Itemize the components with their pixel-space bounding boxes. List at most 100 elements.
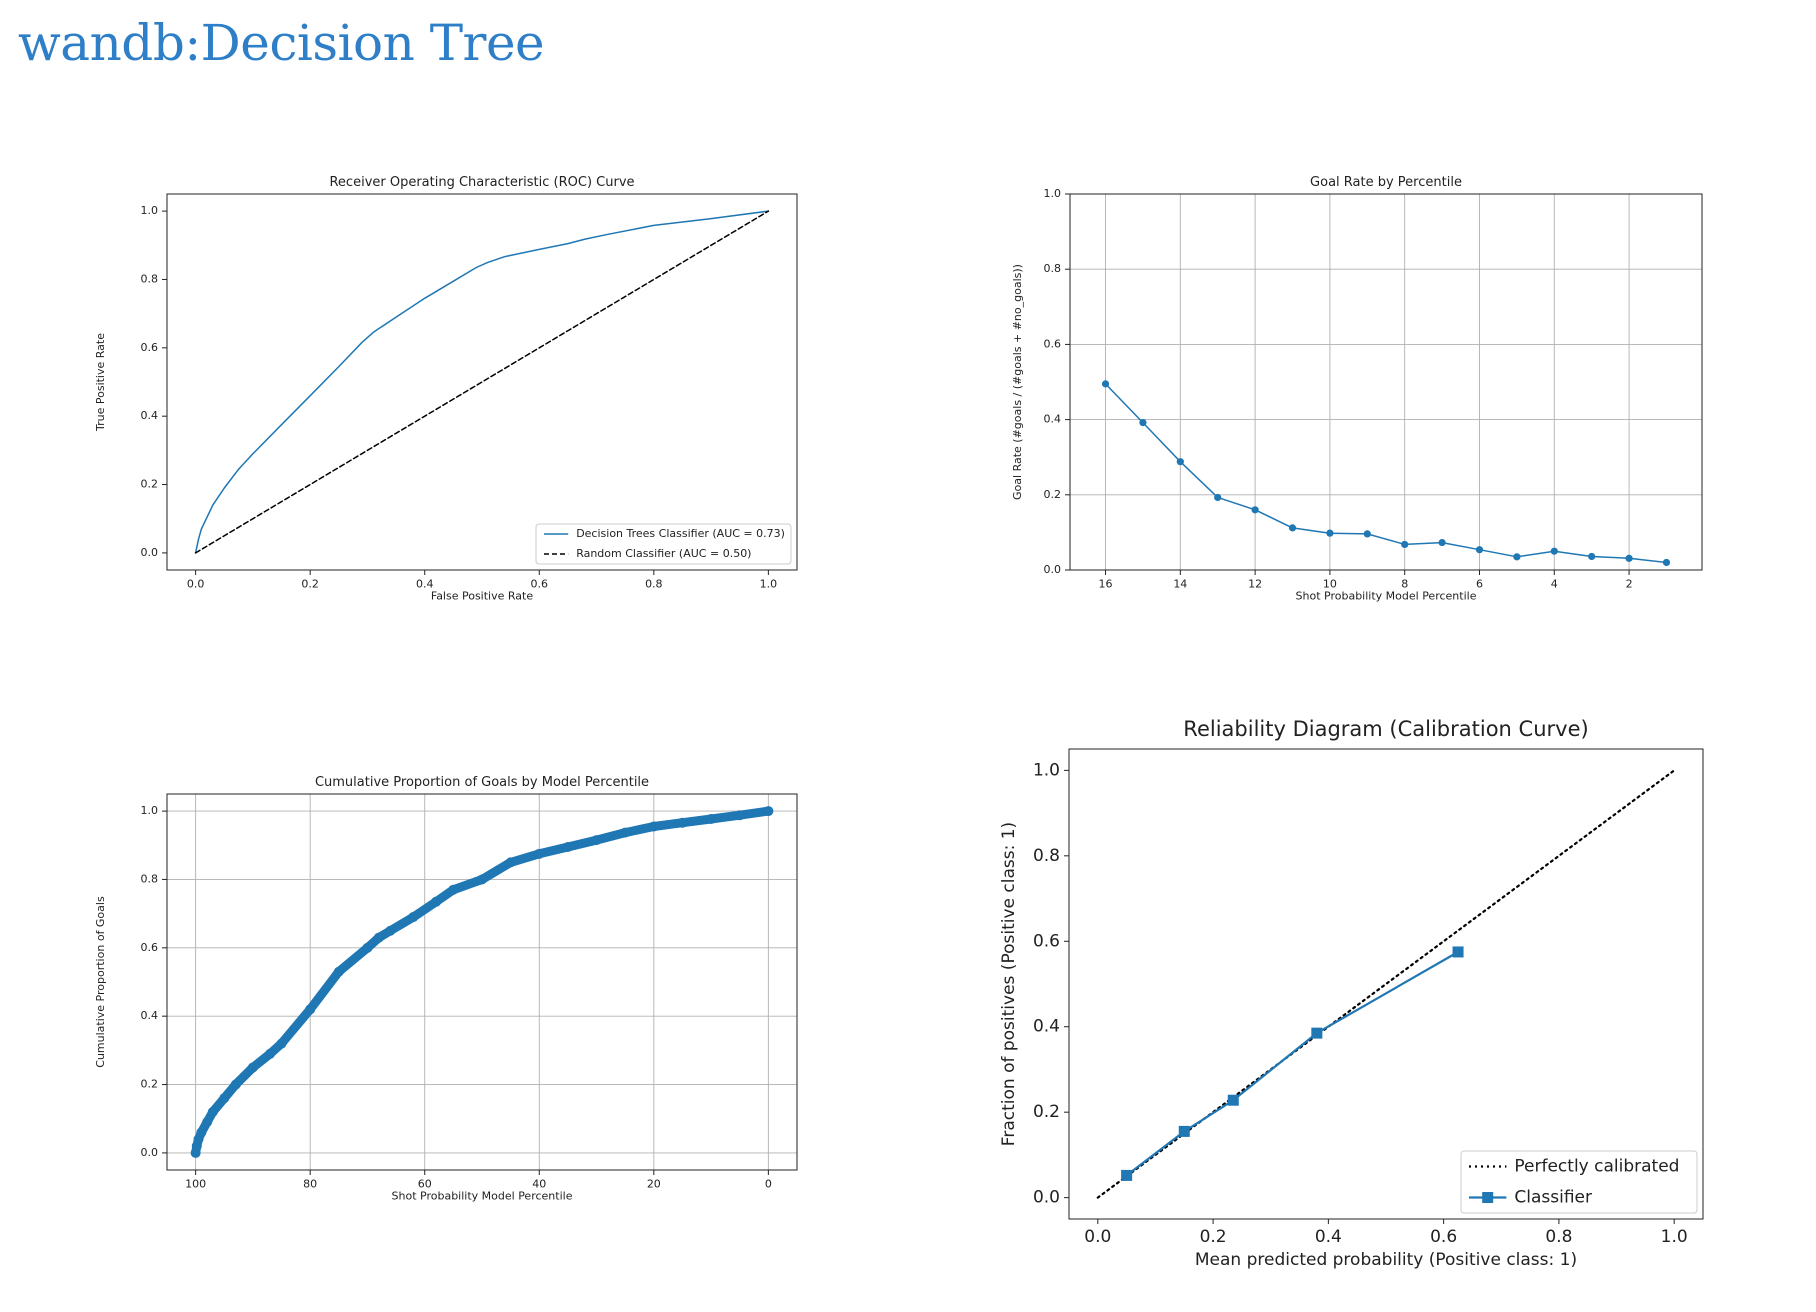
y-tick-label: 0.8 xyxy=(1044,262,1062,275)
y-tick-label: 0.2 xyxy=(141,478,159,491)
data-point xyxy=(1139,419,1147,427)
x-axis-label: Shot Probability Model Percentile xyxy=(392,1189,573,1202)
x-axis-label: Shot Probability Model Percentile xyxy=(1296,589,1477,602)
y-tick-label: 0.2 xyxy=(1033,1102,1060,1122)
data-point xyxy=(448,884,459,895)
data-point xyxy=(562,841,573,852)
data-point xyxy=(202,1117,213,1128)
data-point xyxy=(247,1062,258,1073)
axes-frame xyxy=(1069,193,1703,571)
legend-label: Classifier xyxy=(1514,1188,1592,1208)
x-tick-label: 6 xyxy=(1476,578,1483,591)
y-tick-label: 0.6 xyxy=(141,941,159,954)
chart-calibration: 0.0 0.2 0.4 0.6 0.8 1.0 0.0 0.2 0.4 0.6 0.8 1.0 Reli… xyxy=(999,717,1704,1270)
data-point xyxy=(333,966,344,977)
data-point xyxy=(373,932,384,943)
chart-title: Goal Rate by Percentile xyxy=(1310,175,1462,190)
y-tick-label: 0.6 xyxy=(141,341,159,354)
y-tick-label: 0.0 xyxy=(1033,1188,1060,1208)
x-tick-label: 0.0 xyxy=(187,578,205,591)
x-tick-label: 0.4 xyxy=(1315,1227,1342,1247)
series-line xyxy=(1125,950,1460,1177)
x-tick-label: 0.0 xyxy=(1084,1227,1111,1247)
x-tick-label: 0.6 xyxy=(1430,1227,1457,1247)
x-tick-label: 0.4 xyxy=(416,578,434,591)
y-axis-label: True Positive Rate xyxy=(94,333,107,432)
data-point xyxy=(1625,554,1633,562)
data-point xyxy=(1326,529,1334,537)
data-point xyxy=(648,821,659,832)
y-axis-label: Cumulative Proportion of Goals xyxy=(94,896,107,1068)
y-tick-label: 1.0 xyxy=(1044,187,1062,200)
chart-title: Receiver Operating Characteristic (ROC) … xyxy=(329,175,634,190)
axes-frame xyxy=(166,193,798,571)
axes-frame xyxy=(166,793,798,1171)
series-line xyxy=(194,210,770,554)
y-tick-label: 1.0 xyxy=(141,804,159,817)
y-tick-label: 0.0 xyxy=(1044,563,1062,576)
y-tick-label: 0.4 xyxy=(141,1009,159,1022)
axes-frame xyxy=(1068,748,1704,1220)
data-point xyxy=(477,874,487,885)
data-point xyxy=(534,848,545,859)
y-tick-label: 0.6 xyxy=(1044,337,1062,350)
series-line xyxy=(191,806,773,1158)
data-point xyxy=(1550,547,1558,555)
data-point xyxy=(408,912,419,923)
data-point xyxy=(505,857,516,868)
legend: Decision Trees Classifier (AUC = 0.73) Ra… xyxy=(535,523,792,565)
legend-frame xyxy=(535,523,792,565)
y-tick-label: 0.2 xyxy=(141,1078,159,1091)
x-tick-label: 0.6 xyxy=(531,578,549,591)
x-tick-label: 0.8 xyxy=(1545,1227,1572,1247)
y-tick-label: 0.6 xyxy=(1033,931,1060,951)
y-tick-label: 0.4 xyxy=(141,409,159,422)
x-tick-label: 16 xyxy=(1099,578,1113,591)
data-point xyxy=(620,827,631,838)
data-point xyxy=(196,1127,207,1138)
data-point xyxy=(1588,552,1596,561)
x-tick-label: 14 xyxy=(1173,578,1187,591)
legend-label: Random Classifier (AUC = 0.50) xyxy=(576,547,751,560)
y-tick-label: 1.0 xyxy=(141,204,159,217)
data-point xyxy=(230,1079,241,1090)
data-point xyxy=(362,942,373,953)
y-tick-label: 0.4 xyxy=(1033,1017,1060,1037)
page-title: wandb:Decision Tree xyxy=(18,14,545,72)
data-point xyxy=(591,835,602,846)
y-tick-label: 0.0 xyxy=(141,546,159,559)
data-point xyxy=(1513,553,1521,561)
data-point xyxy=(1288,524,1297,532)
data-point xyxy=(1214,493,1222,502)
data-point xyxy=(1475,546,1484,554)
data-point xyxy=(385,925,396,936)
y-axis-label: Fraction of positives (Positive class: 1… xyxy=(999,822,1019,1146)
chart-title: Cumulative Proportion of Goals by Model … xyxy=(315,775,649,790)
x-tick-label: 2 xyxy=(1626,578,1633,591)
x-tick-label: 0.2 xyxy=(1200,1227,1227,1247)
data-point xyxy=(734,810,745,821)
x-tick-label: 1.0 xyxy=(760,578,778,591)
x-axis-label: False Positive Rate xyxy=(431,589,533,602)
data-point xyxy=(219,1093,230,1104)
chart-roc: 0.0 0.2 0.4 0.6 0.8 1.0 0.0 0.2 0.4 0.6 0.8 1.0 Rece… xyxy=(94,175,798,602)
series-line xyxy=(194,210,770,554)
x-tick-label: 8 xyxy=(1401,578,1408,591)
data-point xyxy=(207,1106,218,1117)
legend-frame xyxy=(1460,1150,1698,1214)
data-point xyxy=(1227,1094,1239,1106)
y-axis-label: Goal Rate (#goals / (#goals + #no_goals)… xyxy=(1011,264,1024,500)
data-point xyxy=(305,1004,316,1015)
data-point xyxy=(706,813,717,824)
y-tick-label: 0.8 xyxy=(141,872,159,885)
data-point xyxy=(276,1038,287,1049)
data-point xyxy=(1662,558,1671,567)
x-tick-label: 80 xyxy=(303,1178,317,1191)
legend: Perfectly calibrated Classifier xyxy=(1460,1150,1698,1214)
chart-cumulative: 100 80 60 40 20 0 0.0 0.2 0.4 0.6 0.8 1.0 Cumulative… xyxy=(94,775,798,1202)
x-tick-label: 10 xyxy=(1323,578,1337,591)
x-tick-label: 12 xyxy=(1248,578,1262,591)
data-point xyxy=(431,896,442,907)
data-point xyxy=(1121,1169,1133,1181)
